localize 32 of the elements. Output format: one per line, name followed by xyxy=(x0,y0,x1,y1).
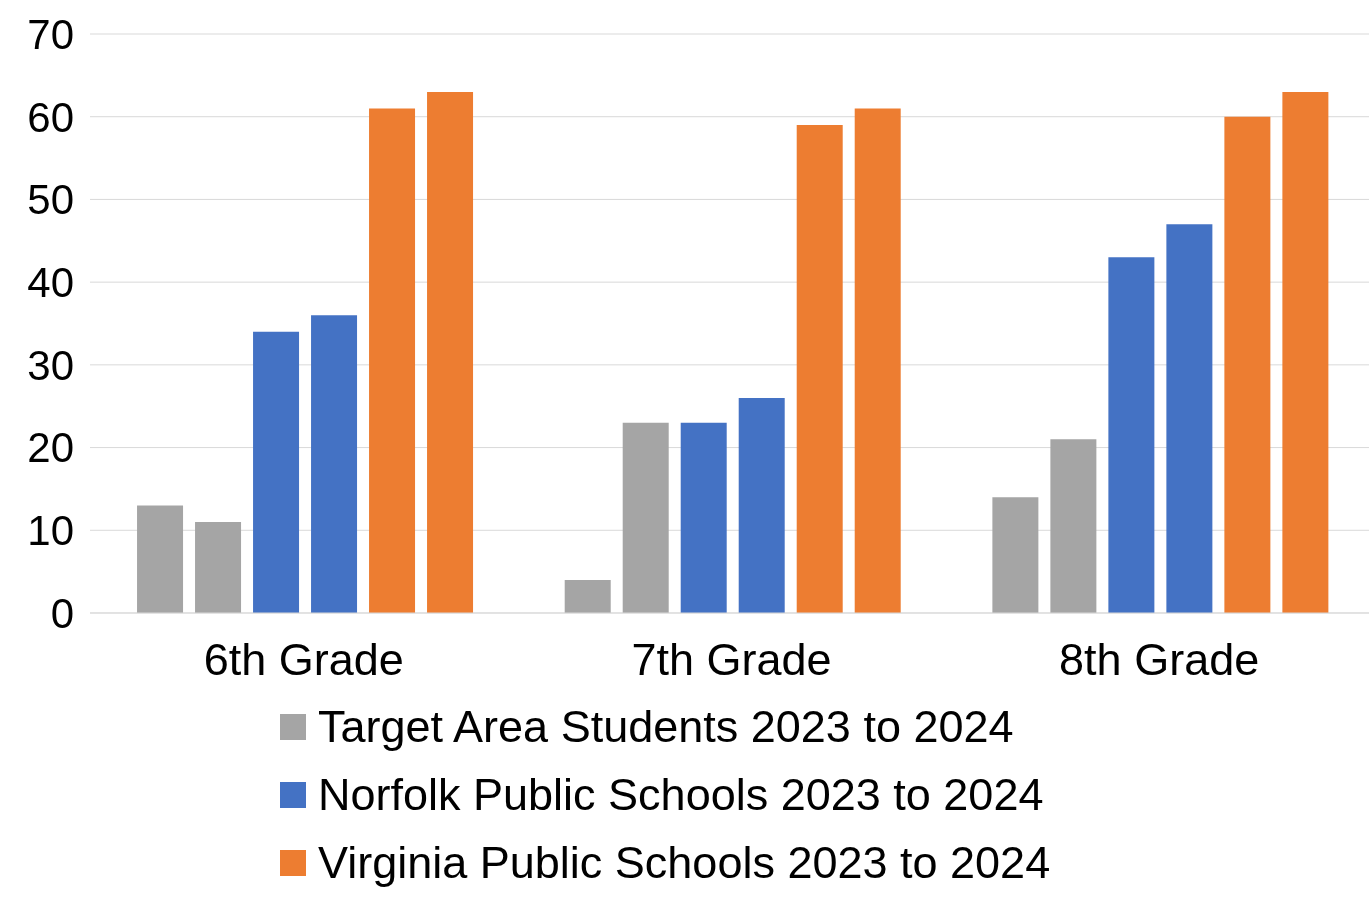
bar xyxy=(1166,224,1213,613)
bar xyxy=(680,422,727,613)
x-tick-label: 7th Grade xyxy=(631,633,832,685)
y-tick-label: 60 xyxy=(27,93,74,141)
y-tick-label: 10 xyxy=(27,507,74,555)
y-tick-label: 0 xyxy=(50,589,74,637)
bar xyxy=(622,422,669,613)
legend-label: Norfolk Public Schools 2023 to 2024 xyxy=(318,769,1044,821)
legend-label: Target Area Students 2023 to 2024 xyxy=(318,701,1014,753)
y-tick-label: 50 xyxy=(27,176,74,224)
bar xyxy=(1224,116,1271,613)
bar xyxy=(253,331,300,613)
bar xyxy=(195,522,242,613)
x-tick-label: 8th Grade xyxy=(1059,633,1260,685)
bar xyxy=(738,397,785,613)
bar xyxy=(854,108,901,613)
bar xyxy=(137,505,184,613)
x-tick-label: 6th Grade xyxy=(203,633,404,685)
bar xyxy=(564,579,611,613)
y-tick-label: 40 xyxy=(27,259,74,307)
bar xyxy=(1050,439,1097,613)
y-tick-label: 30 xyxy=(27,341,74,389)
bar xyxy=(427,91,474,613)
y-tick-label: 70 xyxy=(27,10,74,58)
bar xyxy=(369,108,416,613)
bar xyxy=(1108,257,1155,613)
bar xyxy=(992,497,1039,613)
legend-label: Virginia Public Schools 2023 to 2024 xyxy=(318,837,1051,889)
y-tick-label: 20 xyxy=(27,424,74,472)
bar xyxy=(1282,91,1329,613)
bar xyxy=(796,124,843,613)
bar xyxy=(311,315,358,613)
